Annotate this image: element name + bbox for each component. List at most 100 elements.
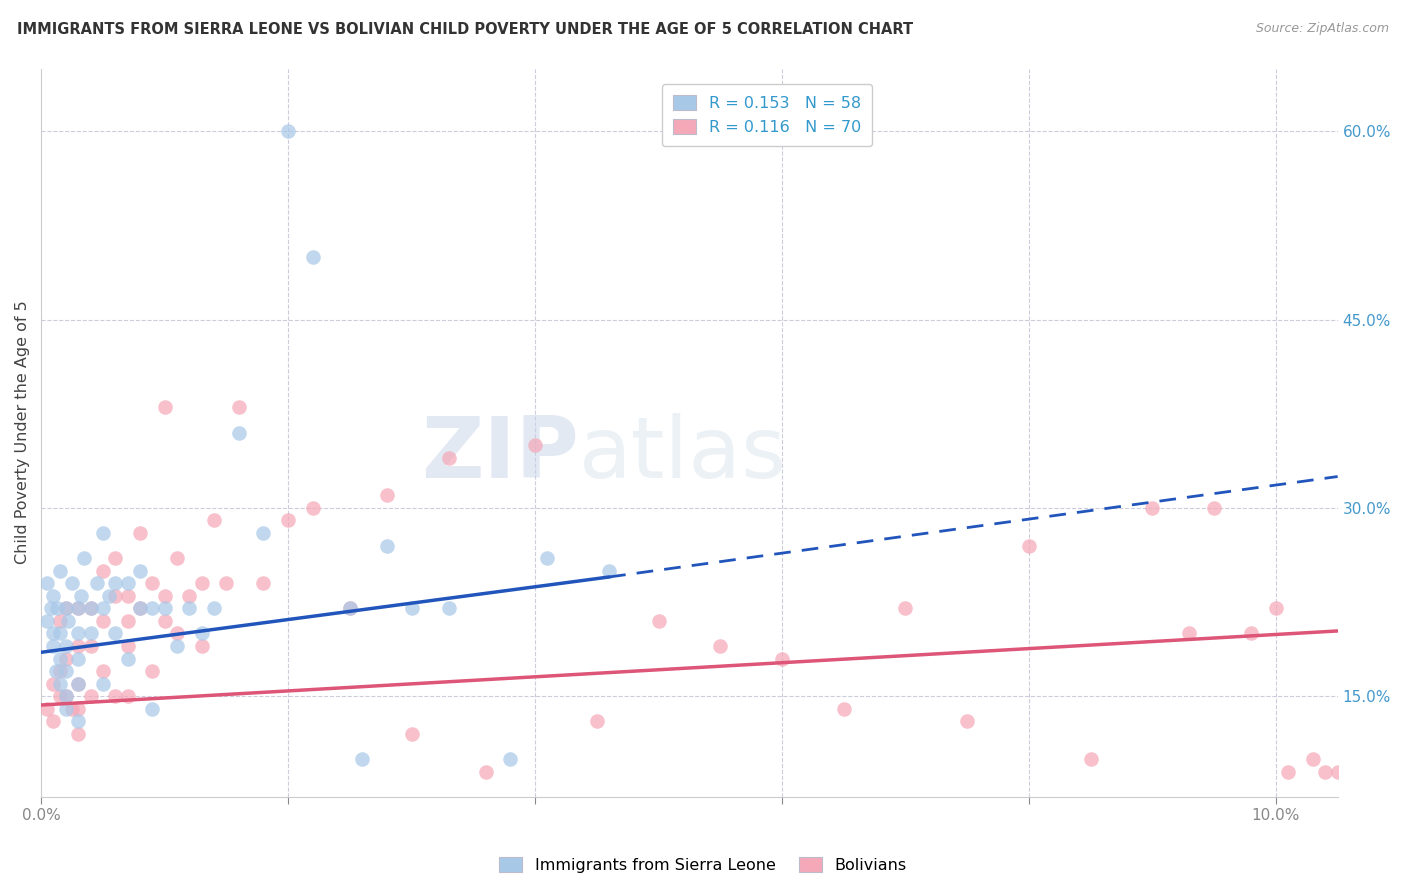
Point xyxy=(79,626,101,640)
Point xyxy=(832,702,855,716)
Point xyxy=(91,614,114,628)
Point xyxy=(1277,764,1299,779)
Point xyxy=(179,601,201,615)
Point xyxy=(474,764,496,779)
Point xyxy=(1302,752,1324,766)
Y-axis label: Child Poverty Under the Age of 5: Child Poverty Under the Age of 5 xyxy=(15,301,30,565)
Legend: Immigrants from Sierra Leone, Bolivians: Immigrants from Sierra Leone, Bolivians xyxy=(494,851,912,880)
Point xyxy=(69,589,91,603)
Point xyxy=(67,601,90,615)
Point xyxy=(166,626,188,640)
Point xyxy=(141,702,163,716)
Point xyxy=(67,601,90,615)
Point xyxy=(104,551,127,566)
Point xyxy=(48,690,70,704)
Point xyxy=(60,576,83,591)
Point xyxy=(153,589,176,603)
Point xyxy=(55,601,77,615)
Point xyxy=(1326,764,1348,779)
Point xyxy=(536,551,558,566)
Point xyxy=(67,651,90,665)
Point xyxy=(375,539,398,553)
Point xyxy=(48,664,70,678)
Point xyxy=(215,576,238,591)
Point xyxy=(153,614,176,628)
Point xyxy=(352,752,374,766)
Point xyxy=(79,639,101,653)
Point xyxy=(37,576,59,591)
Point xyxy=(401,601,423,615)
Point xyxy=(60,702,83,716)
Point xyxy=(277,124,299,138)
Point xyxy=(1018,539,1040,553)
Point xyxy=(67,727,90,741)
Point xyxy=(104,626,127,640)
Point xyxy=(91,601,114,615)
Point xyxy=(1142,500,1164,515)
Point xyxy=(252,576,274,591)
Point xyxy=(647,614,669,628)
Text: IMMIGRANTS FROM SIERRA LEONE VS BOLIVIAN CHILD POVERTY UNDER THE AGE OF 5 CORREL: IMMIGRANTS FROM SIERRA LEONE VS BOLIVIAN… xyxy=(17,22,912,37)
Point xyxy=(339,601,361,615)
Point xyxy=(141,576,163,591)
Point xyxy=(117,651,139,665)
Point xyxy=(45,664,67,678)
Point xyxy=(128,564,150,578)
Point xyxy=(37,702,59,716)
Point xyxy=(67,676,90,690)
Point xyxy=(48,626,70,640)
Point xyxy=(55,639,77,653)
Point xyxy=(1315,764,1337,779)
Point xyxy=(1240,626,1263,640)
Point xyxy=(1178,626,1201,640)
Text: Source: ZipAtlas.com: Source: ZipAtlas.com xyxy=(1256,22,1389,36)
Point xyxy=(91,564,114,578)
Point xyxy=(79,601,101,615)
Point xyxy=(39,601,62,615)
Point xyxy=(55,702,77,716)
Point xyxy=(202,601,225,615)
Point xyxy=(585,714,607,729)
Point xyxy=(67,702,90,716)
Point xyxy=(1204,500,1226,515)
Point xyxy=(228,425,250,440)
Point xyxy=(79,601,101,615)
Point xyxy=(1080,752,1102,766)
Point xyxy=(894,601,917,615)
Point xyxy=(117,690,139,704)
Point xyxy=(956,714,979,729)
Point xyxy=(67,626,90,640)
Point xyxy=(55,690,77,704)
Point xyxy=(1264,601,1286,615)
Point xyxy=(104,576,127,591)
Point xyxy=(48,564,70,578)
Point xyxy=(42,714,65,729)
Point xyxy=(301,500,323,515)
Point xyxy=(67,639,90,653)
Point xyxy=(42,589,65,603)
Point xyxy=(79,690,101,704)
Point xyxy=(598,564,620,578)
Point xyxy=(37,614,59,628)
Point xyxy=(48,614,70,628)
Point xyxy=(73,551,96,566)
Point xyxy=(46,601,69,615)
Legend: R = 0.153   N = 58, R = 0.116   N = 70: R = 0.153 N = 58, R = 0.116 N = 70 xyxy=(662,84,872,146)
Point xyxy=(67,714,90,729)
Point xyxy=(166,639,188,653)
Point xyxy=(401,727,423,741)
Point xyxy=(339,601,361,615)
Point xyxy=(153,601,176,615)
Point xyxy=(58,614,80,628)
Point xyxy=(190,576,212,591)
Point xyxy=(141,601,163,615)
Point xyxy=(98,589,121,603)
Point xyxy=(42,626,65,640)
Point xyxy=(166,551,188,566)
Point xyxy=(91,526,114,541)
Point xyxy=(48,651,70,665)
Text: atlas: atlas xyxy=(579,413,787,496)
Point xyxy=(228,401,250,415)
Point xyxy=(128,601,150,615)
Point xyxy=(301,250,323,264)
